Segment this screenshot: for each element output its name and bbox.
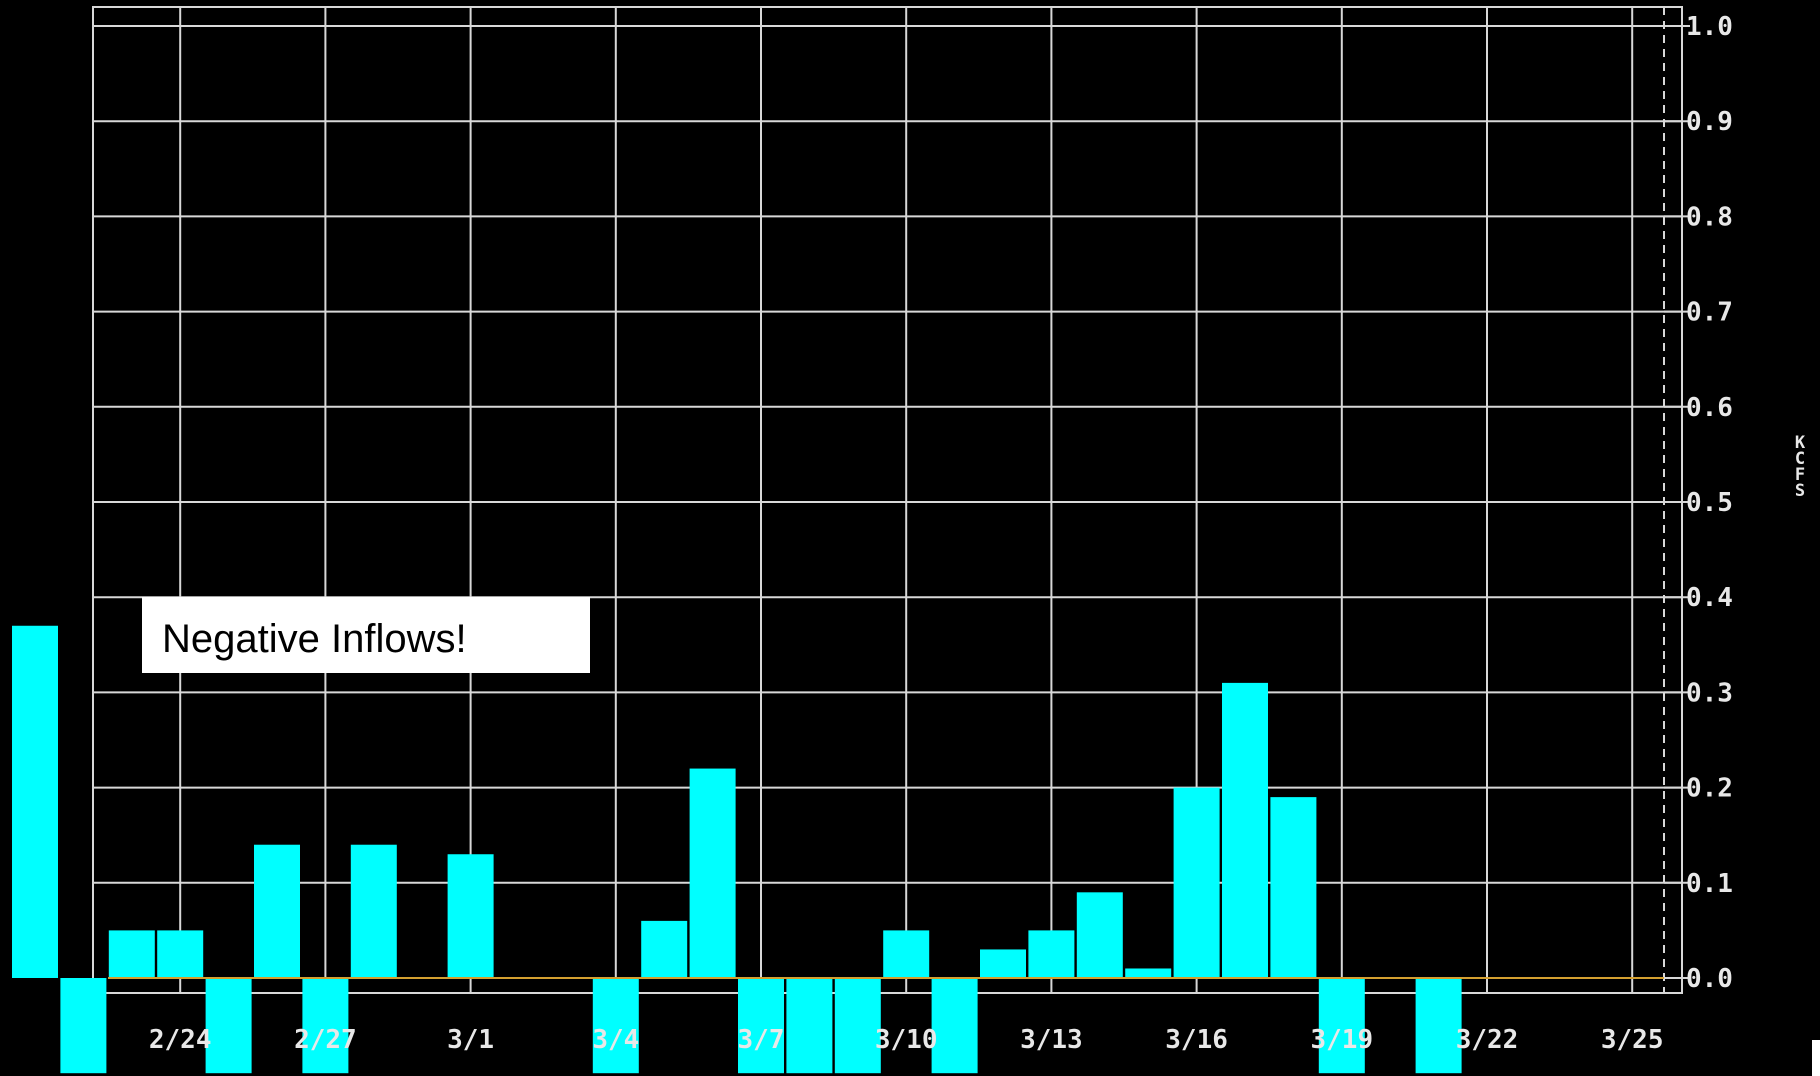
x-tick-label: 2/27	[294, 1025, 357, 1055]
y-tick-label: 0.6	[1686, 393, 1733, 423]
bar-3-11	[931, 978, 978, 1074]
annotation-callout: Negative Inflows!	[142, 597, 590, 673]
bar-3-6	[689, 768, 736, 978]
annotation-text: Negative Inflows!	[162, 617, 467, 661]
bar-3-13	[1028, 930, 1075, 978]
y-tick-label: 0.2	[1686, 774, 1733, 804]
bar-3-14	[1076, 892, 1123, 978]
x-tick-label: 3/7	[738, 1025, 785, 1055]
annotation-box	[142, 597, 590, 673]
plot-frame	[92, 6, 1683, 994]
x-tick-label: 3/19	[1310, 1025, 1373, 1055]
bar-3-5	[641, 920, 688, 978]
bar-2-25	[205, 978, 252, 1074]
y-unit-letter: C	[1795, 449, 1805, 469]
bar-3-9	[834, 978, 881, 1074]
x-tick-label: 3/13	[1020, 1025, 1083, 1055]
y-tick-label: 1.0	[1686, 12, 1733, 42]
bar-2-22	[60, 978, 107, 1074]
bar-3-4	[592, 978, 639, 1074]
y-unit-letter: K	[1795, 433, 1806, 453]
bar-3-10	[883, 930, 930, 978]
bar-3-19	[1318, 978, 1365, 1074]
bar-3-17	[1222, 682, 1268, 978]
x-tick-label: 3/4	[592, 1025, 639, 1055]
y-tick-labels: 1.0 0.9 0.8 0.7 0.6 0.5 0.4 0.3 0.2 0.1 0.0	[1664, 12, 1733, 994]
bar-3-8	[786, 978, 833, 1074]
bar-3-16	[1173, 787, 1220, 978]
bar-2-24	[157, 930, 204, 978]
y-tick-label: 0.5	[1686, 488, 1733, 518]
bar-3-1	[447, 854, 494, 978]
y-unit-letter: F	[1795, 465, 1805, 485]
y-tick-label: 0.9	[1686, 107, 1733, 137]
x-tick-label: 3/25	[1601, 1025, 1664, 1055]
x-tick-label: 3/10	[875, 1025, 938, 1055]
bar-3-21	[1415, 978, 1462, 1074]
y-tick-label: 0.3	[1686, 678, 1733, 708]
y-tick-label: 0.0	[1686, 964, 1733, 994]
x-tick-label: 3/16	[1165, 1025, 1228, 1055]
bar-2-21	[12, 625, 58, 978]
y-tick-label: 0.1	[1686, 869, 1733, 899]
grid-layer	[92, 6, 1683, 994]
bar-3-12	[980, 949, 1026, 978]
bar-3-7	[738, 978, 784, 1074]
y-tick-label: 0.4	[1686, 583, 1733, 613]
bar-3-18	[1270, 797, 1317, 978]
x-tick-label: 2/24	[149, 1025, 212, 1055]
bar-2-28	[350, 844, 397, 978]
y-tick-label: 0.7	[1686, 298, 1733, 328]
bar-3-15	[1125, 968, 1172, 978]
x-tick-labels: 2/24 2/27 3/1 3/4 3/7 3/10 3/13 3/16 3/19 3/22 3/2…	[149, 1025, 1664, 1055]
bars-layer	[12, 625, 1462, 1074]
corner-marker	[1812, 1040, 1820, 1076]
bar-2-23	[108, 930, 155, 978]
x-tick-label: 3/1	[447, 1025, 494, 1055]
y-unit-letter: S	[1795, 481, 1805, 501]
y-tick-label: 0.8	[1686, 202, 1733, 232]
x-tick-label: 3/22	[1456, 1025, 1519, 1055]
bar-2-27	[302, 978, 349, 1074]
bar-2-26	[254, 844, 300, 978]
